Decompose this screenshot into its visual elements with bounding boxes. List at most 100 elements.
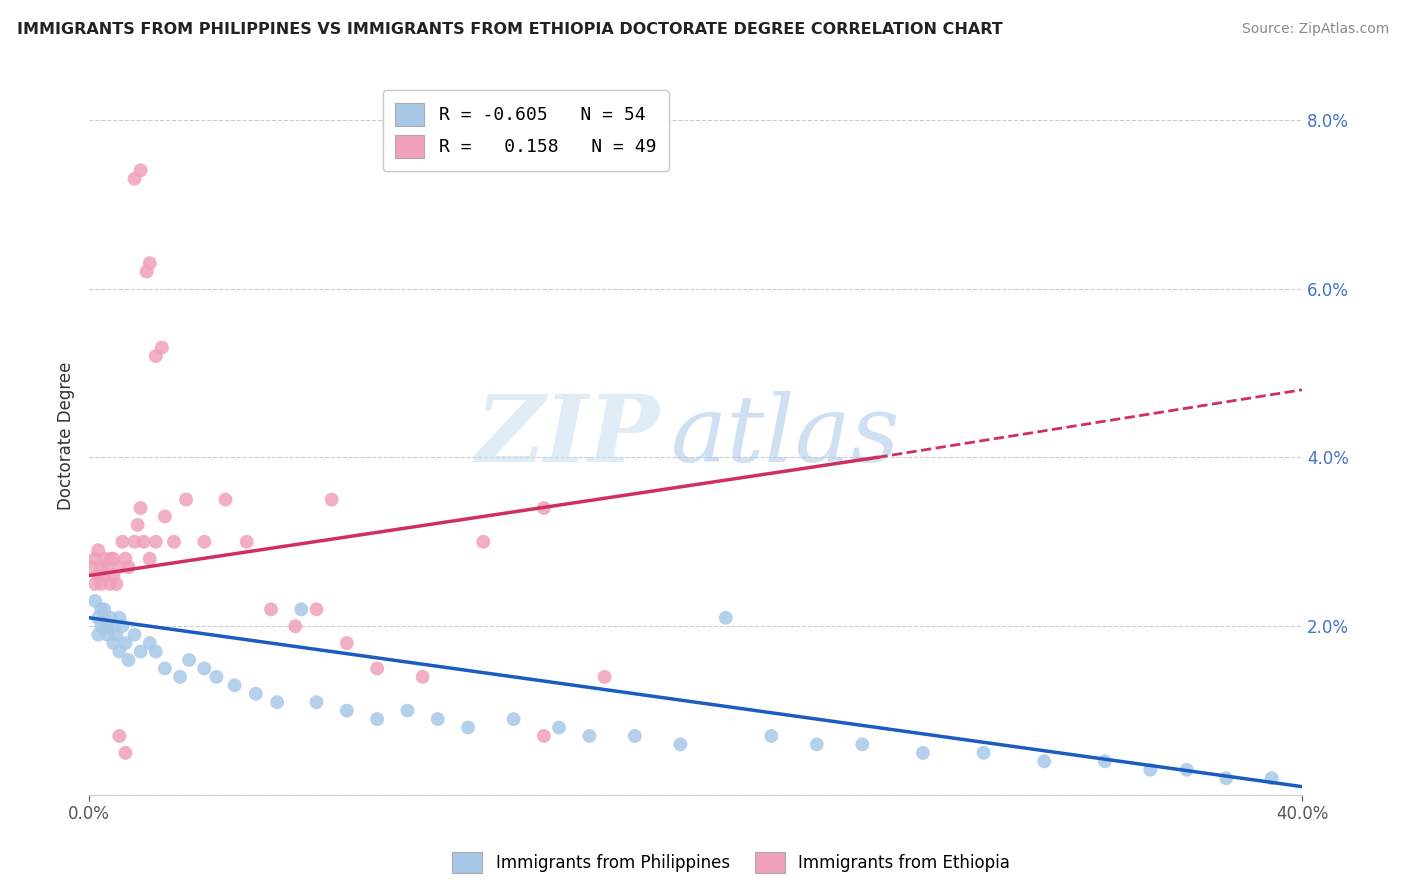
Point bbox=[624, 729, 647, 743]
Point bbox=[138, 551, 160, 566]
Point bbox=[93, 611, 115, 625]
Point bbox=[114, 636, 136, 650]
Point bbox=[103, 568, 125, 582]
Point bbox=[321, 492, 343, 507]
Legend: Immigrants from Philippines, Immigrants from Ethiopia: Immigrants from Philippines, Immigrants … bbox=[446, 846, 1017, 880]
Text: ZIP: ZIP bbox=[475, 392, 659, 482]
Point bbox=[193, 661, 215, 675]
Point bbox=[578, 729, 600, 743]
Point bbox=[87, 543, 110, 558]
Point bbox=[669, 738, 692, 752]
Point bbox=[93, 602, 115, 616]
Point bbox=[260, 602, 283, 616]
Point bbox=[114, 746, 136, 760]
Point bbox=[205, 670, 228, 684]
Point bbox=[105, 577, 128, 591]
Point bbox=[82, 560, 104, 574]
Point bbox=[1215, 771, 1237, 785]
Point bbox=[163, 534, 186, 549]
Point bbox=[108, 611, 131, 625]
Point bbox=[714, 611, 737, 625]
Point bbox=[84, 594, 107, 608]
Point bbox=[593, 670, 616, 684]
Point bbox=[103, 619, 125, 633]
Point bbox=[1033, 754, 1056, 768]
Point bbox=[90, 560, 112, 574]
Point bbox=[548, 721, 571, 735]
Point bbox=[93, 551, 115, 566]
Point bbox=[533, 729, 555, 743]
Point bbox=[96, 627, 118, 641]
Point bbox=[132, 534, 155, 549]
Point bbox=[214, 492, 236, 507]
Point bbox=[153, 661, 176, 675]
Point bbox=[84, 551, 107, 566]
Point bbox=[224, 678, 246, 692]
Point bbox=[502, 712, 524, 726]
Point bbox=[179, 653, 201, 667]
Point bbox=[93, 568, 115, 582]
Point bbox=[90, 619, 112, 633]
Point bbox=[235, 534, 257, 549]
Point bbox=[145, 644, 167, 658]
Point bbox=[284, 619, 307, 633]
Point bbox=[366, 712, 388, 726]
Point bbox=[98, 577, 121, 591]
Point bbox=[305, 695, 328, 709]
Text: Source: ZipAtlas.com: Source: ZipAtlas.com bbox=[1241, 22, 1389, 37]
Point bbox=[472, 534, 495, 549]
Point bbox=[290, 602, 312, 616]
Y-axis label: Doctorate Degree: Doctorate Degree bbox=[58, 362, 75, 510]
Text: atlas: atlas bbox=[671, 392, 901, 482]
Point bbox=[266, 695, 288, 709]
Point bbox=[103, 551, 125, 566]
Point bbox=[174, 492, 197, 507]
Point bbox=[135, 265, 157, 279]
Point bbox=[114, 551, 136, 566]
Point bbox=[366, 661, 388, 675]
Point bbox=[87, 627, 110, 641]
Point bbox=[129, 163, 152, 178]
Point bbox=[117, 560, 139, 574]
Point bbox=[426, 712, 449, 726]
Point bbox=[138, 256, 160, 270]
Legend: R = -0.605   N = 54, R =   0.158   N = 49: R = -0.605 N = 54, R = 0.158 N = 49 bbox=[382, 90, 669, 170]
Point bbox=[336, 636, 359, 650]
Point bbox=[412, 670, 434, 684]
Point bbox=[108, 560, 131, 574]
Text: IMMIGRANTS FROM PHILIPPINES VS IMMIGRANTS FROM ETHIOPIA DOCTORATE DEGREE CORRELA: IMMIGRANTS FROM PHILIPPINES VS IMMIGRANT… bbox=[17, 22, 1002, 37]
Point bbox=[124, 627, 146, 641]
Point bbox=[96, 560, 118, 574]
Point bbox=[96, 619, 118, 633]
Point bbox=[761, 729, 783, 743]
Point bbox=[98, 551, 121, 566]
Point bbox=[98, 611, 121, 625]
Point bbox=[153, 509, 176, 524]
Point bbox=[336, 704, 359, 718]
Point bbox=[1260, 771, 1282, 785]
Point bbox=[1094, 754, 1116, 768]
Point bbox=[124, 171, 146, 186]
Point bbox=[396, 704, 419, 718]
Point bbox=[108, 729, 131, 743]
Point bbox=[111, 534, 134, 549]
Point bbox=[851, 738, 873, 752]
Point bbox=[90, 577, 112, 591]
Point bbox=[533, 501, 555, 516]
Point bbox=[117, 653, 139, 667]
Point bbox=[1139, 763, 1161, 777]
Point bbox=[127, 517, 149, 532]
Point bbox=[87, 611, 110, 625]
Point bbox=[169, 670, 191, 684]
Point bbox=[108, 644, 131, 658]
Point bbox=[129, 644, 152, 658]
Point bbox=[84, 577, 107, 591]
Point bbox=[111, 619, 134, 633]
Point bbox=[806, 738, 828, 752]
Point bbox=[150, 341, 173, 355]
Point bbox=[193, 534, 215, 549]
Point bbox=[87, 568, 110, 582]
Point bbox=[138, 636, 160, 650]
Point bbox=[1175, 763, 1198, 777]
Point bbox=[457, 721, 479, 735]
